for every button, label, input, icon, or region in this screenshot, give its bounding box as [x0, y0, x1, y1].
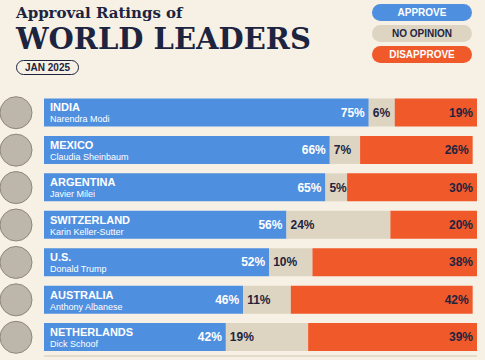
svg-text:7%: 7% [334, 143, 352, 157]
svg-text:42%: 42% [445, 293, 469, 307]
svg-text:MEXICO: MEXICO [50, 139, 94, 151]
svg-text:Dick Schoof: Dick Schoof [50, 339, 99, 349]
svg-text:39%: 39% [449, 330, 473, 344]
svg-text:6%: 6% [373, 106, 391, 120]
svg-text:30%: 30% [449, 181, 473, 195]
svg-text:Anthony Albanese: Anthony Albanese [50, 302, 123, 312]
svg-text:65%: 65% [297, 181, 321, 195]
html-text:APPROVE: APPROVE [397, 7, 447, 18]
svg-text:INDIA: INDIA [50, 101, 80, 113]
svg-text:19%: 19% [449, 106, 473, 120]
svg-text:Narendra Modi: Narendra Modi [50, 114, 110, 124]
svg-text:19%: 19% [230, 330, 254, 344]
svg-text:Donald Trump: Donald Trump [50, 264, 107, 274]
svg-text:75%: 75% [341, 106, 365, 120]
svg-text:38%: 38% [449, 255, 473, 269]
svg-text:NETHERLANDS: NETHERLANDS [50, 326, 133, 338]
svg-text:26%: 26% [445, 143, 469, 157]
svg-text:66%: 66% [302, 143, 326, 157]
svg-text:42%: 42% [198, 330, 222, 344]
svg-text:56%: 56% [258, 218, 282, 232]
svg-text:AUSTRALIA: AUSTRALIA [50, 289, 114, 301]
svg-text:ARGENTINA: ARGENTINA [50, 176, 115, 188]
svg-text:Claudia Sheinbaum: Claudia Sheinbaum [50, 152, 129, 162]
svg-text:10%: 10% [273, 255, 297, 269]
svg-text:Karin Keller-Sutter: Karin Keller-Sutter [50, 227, 124, 237]
html-text:WORLD LEADERS: WORLD LEADERS [16, 22, 311, 56]
html-text:NO OPINION: NO OPINION [392, 28, 452, 39]
html-text:DISAPPROVE: DISAPPROVE [389, 49, 455, 60]
svg-text:52%: 52% [241, 255, 265, 269]
svg-text:SWITZERLAND: SWITZERLAND [50, 214, 130, 226]
html-text:Approval Ratings of: Approval Ratings of [16, 4, 183, 22]
svg-text:Javier Milei: Javier Milei [50, 189, 95, 199]
svg-text:U.S.: U.S. [50, 251, 71, 263]
svg-text:46%: 46% [215, 293, 239, 307]
svg-text:11%: 11% [247, 293, 271, 307]
html-text:JAN 2025: JAN 2025 [25, 62, 70, 73]
svg-text:24%: 24% [290, 218, 314, 232]
svg-text:20%: 20% [449, 218, 473, 232]
svg-text:5%: 5% [329, 181, 347, 195]
